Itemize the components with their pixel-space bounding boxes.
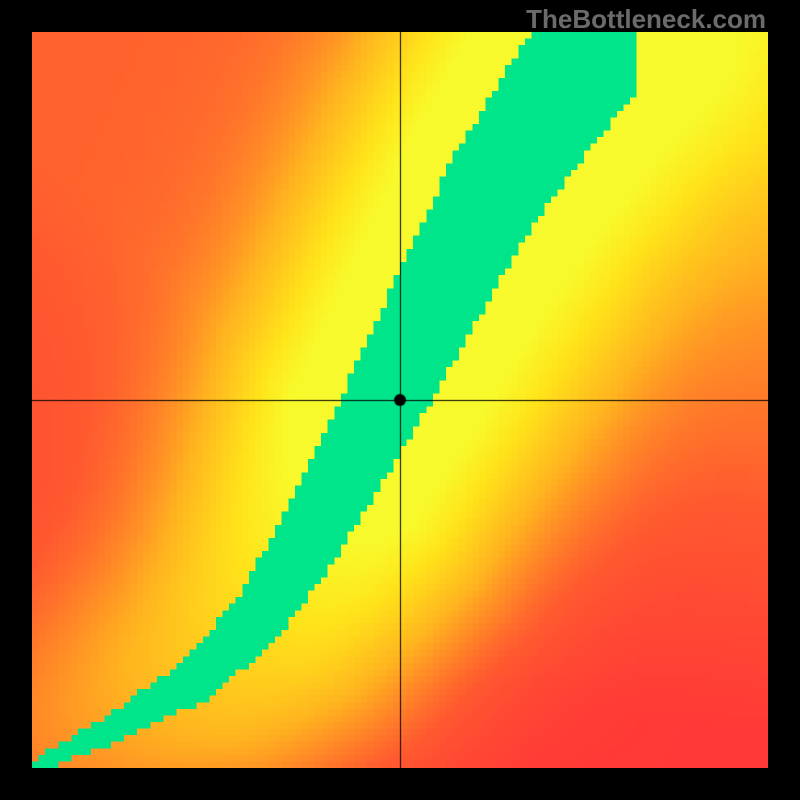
- crosshair-overlay: [32, 32, 768, 768]
- source-watermark: TheBottleneck.com: [526, 4, 766, 35]
